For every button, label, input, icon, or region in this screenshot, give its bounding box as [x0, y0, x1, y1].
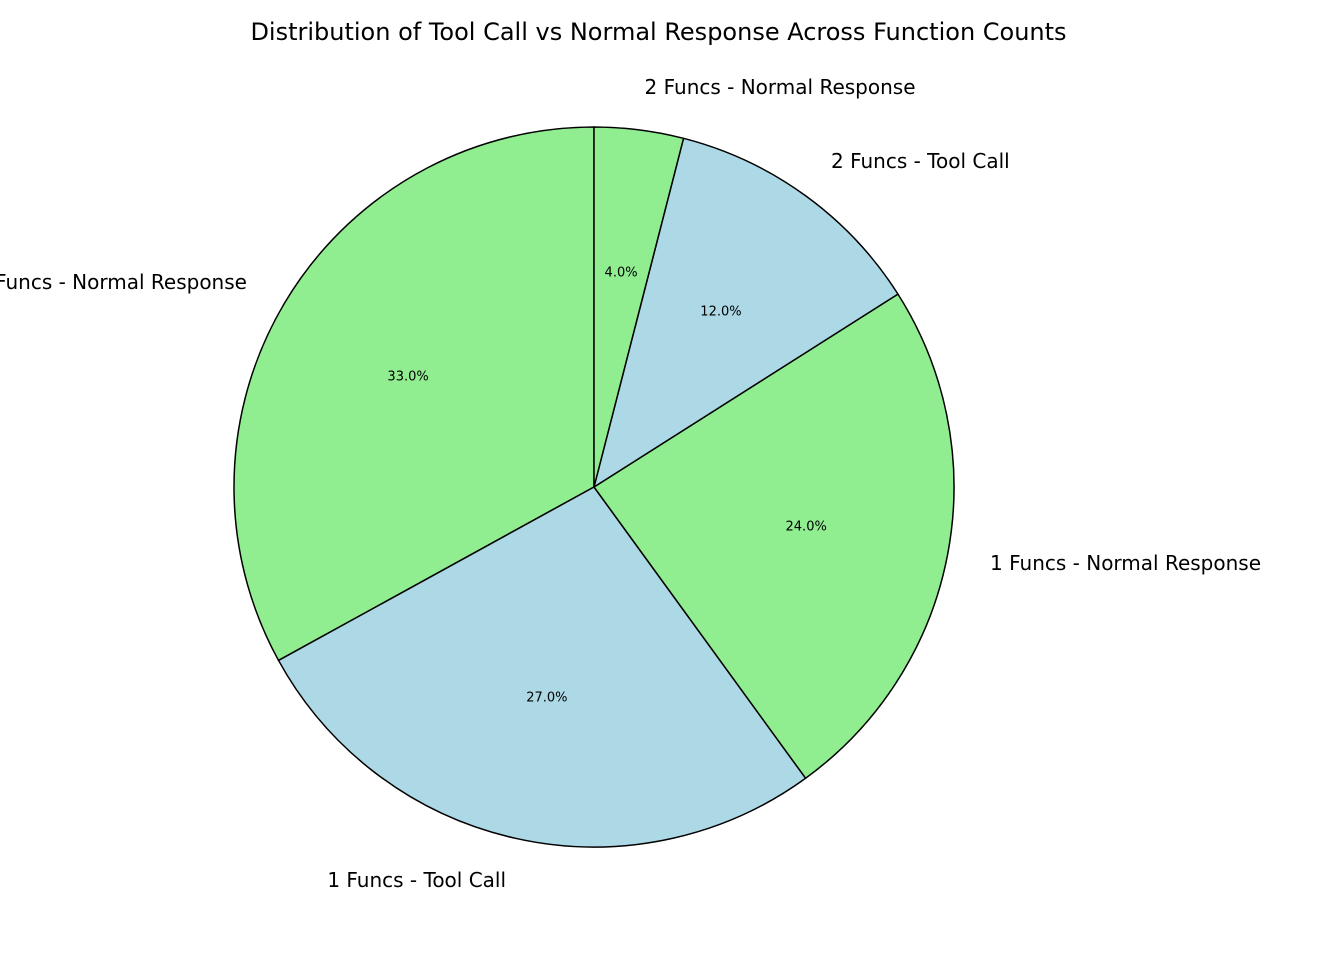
- pct-label-3: 12.0%: [700, 305, 741, 320]
- pie-chart: [0, 0, 1317, 974]
- slice-label-2: 1 Funcs - Normal Response: [990, 551, 1261, 575]
- pct-label-2: 24.0%: [786, 520, 827, 535]
- slice-label-0: 0 Funcs - Normal Response: [0, 270, 247, 294]
- pct-label-1: 27.0%: [526, 690, 567, 705]
- pie-slices: [234, 127, 954, 847]
- slice-label-1: 1 Funcs - Tool Call: [327, 868, 506, 892]
- chart-container: Distribution of Tool Call vs Normal Resp…: [0, 0, 1317, 974]
- slice-label-3: 2 Funcs - Tool Call: [831, 149, 1010, 173]
- slice-label-4: 2 Funcs - Normal Response: [645, 75, 916, 99]
- pct-label-0: 33.0%: [387, 370, 428, 385]
- pct-label-4: 4.0%: [605, 265, 638, 280]
